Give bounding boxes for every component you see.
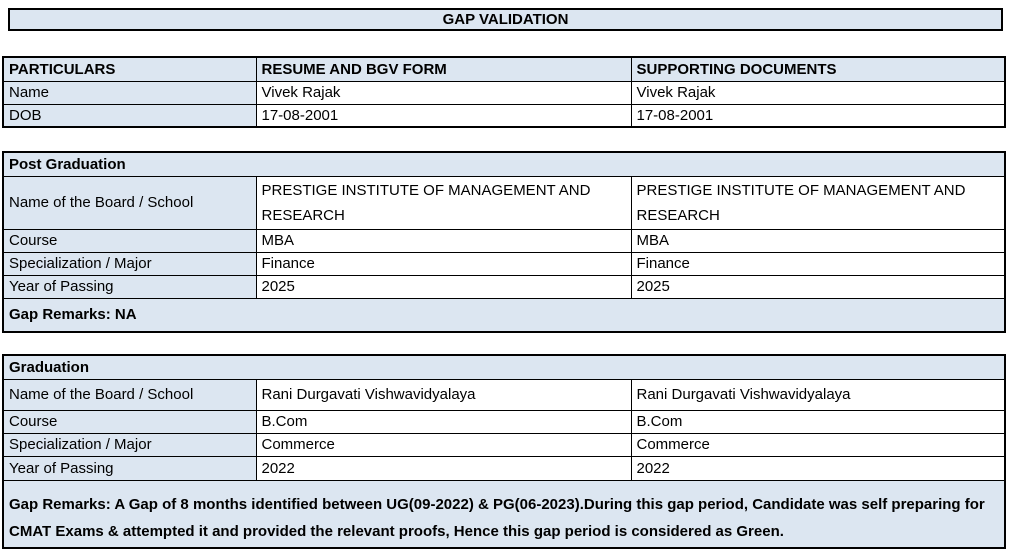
page-title: GAP VALIDATION	[8, 8, 1003, 31]
specialization-resume-value: Commerce	[255, 432, 632, 457]
specialization-resume-value: Finance	[255, 251, 632, 276]
table-row: Course MBA MBA	[2, 228, 1006, 253]
table-row: Specialization / Major Finance Finance	[2, 251, 1006, 276]
year-of-passing-row-label: Year of Passing	[2, 455, 257, 481]
course-supporting-value: B.Com	[630, 409, 1006, 434]
section-header-row: Graduation	[2, 354, 1006, 380]
board-school-row-label: Name of the Board / School	[2, 378, 257, 411]
specialization-row-label: Specialization / Major	[2, 251, 257, 276]
table-row: Specialization / Major Commerce Commerce	[2, 432, 1006, 457]
table-row: Year of Passing 2022 2022	[2, 455, 1006, 481]
year-supporting-value: 2025	[630, 274, 1006, 299]
specialization-row-label: Specialization / Major	[2, 432, 257, 457]
table-row: Name of the Board / School Rani Durgavat…	[2, 378, 1006, 411]
course-row-label: Course	[2, 228, 257, 253]
board-school-row-label: Name of the Board / School	[2, 175, 257, 230]
board-school-supporting-value: Rani Durgavati Vishwavidyalaya	[630, 378, 1006, 411]
table-row: Year of Passing 2025 2025	[2, 274, 1006, 299]
post-graduation-table: Post Graduation Name of the Board / Scho…	[2, 151, 1007, 333]
gap-remarks-row: Gap Remarks: A Gap of 8 months identifie…	[2, 479, 1006, 548]
graduation-section-title: Graduation	[2, 354, 1006, 380]
name-resume-value: Vivek Rajak	[255, 80, 632, 105]
board-school-supporting-value: PRESTIGE INSTITUTE OF MANAGEMENT AND RES…	[630, 175, 1006, 230]
graduation-gap-remarks: Gap Remarks: A Gap of 8 months identifie…	[2, 479, 1006, 548]
course-row-label: Course	[2, 409, 257, 434]
year-resume-value: 2025	[255, 274, 632, 299]
year-resume-value: 2022	[255, 455, 632, 481]
personal-table: PARTICULARS RESUME AND BGV FORM SUPPORTI…	[2, 56, 1006, 128]
board-school-resume-value: Rani Durgavati Vishwavidyalaya	[255, 378, 632, 411]
table-row: Name Vivek Rajak Vivek Rajak	[2, 80, 1006, 105]
course-resume-value: MBA	[255, 228, 632, 253]
personal-header-row: PARTICULARS RESUME AND BGV FORM SUPPORTI…	[2, 56, 1006, 82]
header-supporting-documents: SUPPORTING DOCUMENTS	[630, 56, 1006, 82]
section-header-row: Post Graduation	[2, 151, 1006, 177]
header-particulars: PARTICULARS	[2, 56, 257, 82]
specialization-supporting-value: Commerce	[630, 432, 1006, 457]
course-resume-value: B.Com	[255, 409, 632, 434]
dob-resume-value: 17-08-2001	[255, 103, 632, 128]
dob-supporting-value: 17-08-2001	[630, 103, 1006, 128]
post-graduation-section-title: Post Graduation	[2, 151, 1006, 177]
header-resume-bgv-form: RESUME AND BGV FORM	[255, 56, 632, 82]
gap-remarks-row: Gap Remarks: NA	[2, 297, 1006, 333]
specialization-supporting-value: Finance	[630, 251, 1006, 276]
graduation-table: Graduation Name of the Board / School Ra…	[2, 354, 1006, 549]
dob-row-label: DOB	[2, 103, 257, 128]
year-supporting-value: 2022	[630, 455, 1006, 481]
post-graduation-gap-remarks: Gap Remarks: NA	[2, 297, 1006, 333]
year-of-passing-row-label: Year of Passing	[2, 274, 257, 299]
table-row: Name of the Board / School PRESTIGE INST…	[2, 175, 1006, 230]
course-supporting-value: MBA	[630, 228, 1006, 253]
table-row: Course B.Com B.Com	[2, 409, 1006, 434]
name-row-label: Name	[2, 80, 257, 105]
board-school-resume-value: PRESTIGE INSTITUTE OF MANAGEMENT AND RES…	[255, 175, 632, 230]
table-row: DOB 17-08-2001 17-08-2001	[2, 103, 1006, 128]
name-supporting-value: Vivek Rajak	[630, 80, 1006, 105]
